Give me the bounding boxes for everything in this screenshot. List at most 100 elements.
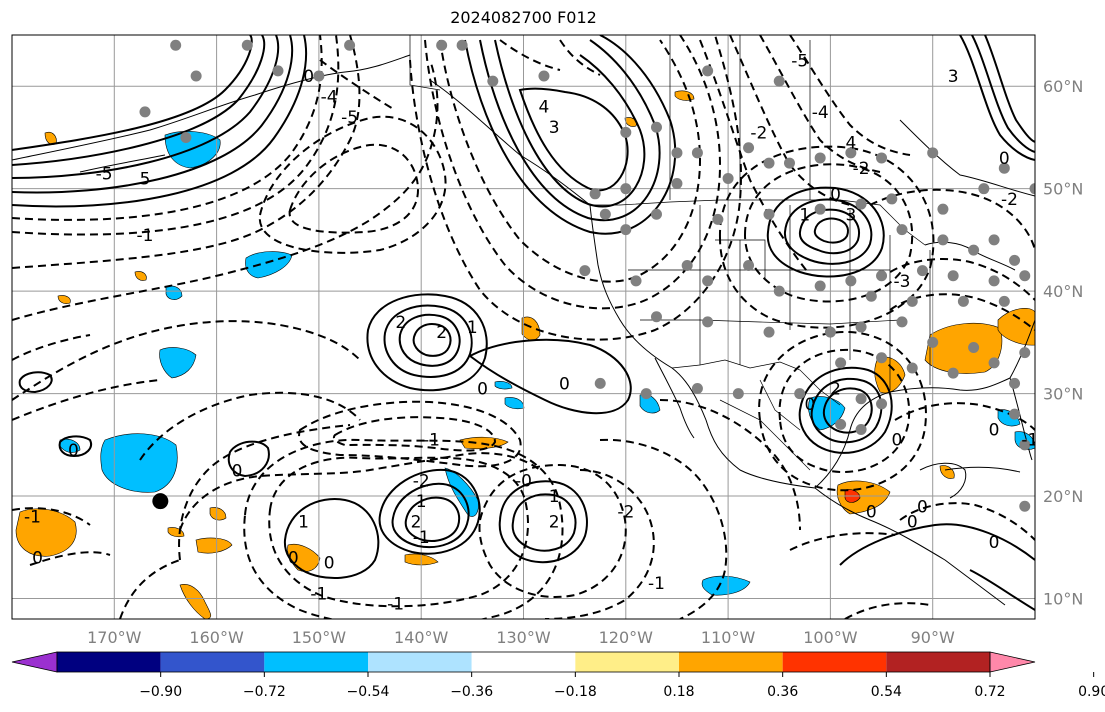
station-dot [671, 178, 683, 190]
contour-label: -1 [1021, 431, 1038, 451]
station-dot [1019, 500, 1031, 512]
contour-label: 0 [32, 549, 43, 569]
station-dot [988, 357, 1000, 369]
contour-label: -4 [812, 103, 829, 123]
contour-label: 0 [232, 461, 243, 481]
colorbar-tick-label: −0.54 [347, 684, 390, 700]
station-dot [1019, 270, 1031, 282]
station-dot [594, 377, 606, 389]
station-dot [886, 193, 898, 205]
station-dot [691, 147, 703, 159]
station-markers [139, 39, 1035, 512]
station-dot [937, 203, 949, 215]
contour-label: 1 [549, 487, 560, 507]
contour-label: 0 [303, 67, 314, 87]
contour-line [869, 188, 1035, 251]
coastline-central-america [814, 487, 1006, 606]
longitude-label: 110°W [701, 628, 756, 647]
contour-line [766, 186, 885, 278]
station-dot [978, 183, 990, 195]
contour-label: -3 [894, 272, 911, 292]
border-mexico-state [759, 379, 801, 431]
contour-line [332, 416, 497, 452]
contour-line [969, 569, 1035, 611]
contour-label: 5 [140, 169, 151, 189]
border-us-mexico [671, 359, 841, 406]
station-dot [763, 157, 775, 169]
contour-line [479, 39, 661, 221]
shade-orange [521, 316, 541, 341]
station-dot [640, 388, 652, 400]
station-dot [937, 234, 949, 246]
contour-label: 1 [298, 513, 309, 533]
shade-blue [59, 438, 81, 453]
contour-line [12, 59, 439, 321]
contour-line [424, 35, 722, 310]
station-dot [702, 275, 714, 287]
station-dot [1009, 408, 1021, 420]
contour-label: 0 [917, 497, 928, 517]
contour-label: 3 [549, 118, 560, 138]
contour-line [759, 35, 881, 173]
border-state [715, 239, 766, 280]
station-dot [824, 326, 836, 338]
contour-line [12, 35, 266, 166]
contour-label: 0 [989, 420, 1000, 440]
contour-line [29, 551, 111, 566]
contour-line [12, 35, 308, 208]
contour-label: 0 [989, 533, 1000, 553]
contour-label: 0 [559, 374, 570, 394]
contour-line [469, 338, 632, 415]
station-dot [620, 224, 632, 236]
border-mexico-state [719, 399, 811, 471]
contour-line [494, 39, 646, 208]
border-canada-us [590, 199, 926, 246]
longitude-label: 120°W [599, 628, 654, 647]
contour-line [879, 258, 1035, 301]
shade-blue [159, 347, 197, 379]
contour-label: -5 [96, 164, 113, 184]
contour-line [404, 496, 460, 542]
station-dot [671, 147, 683, 159]
station-dot [630, 275, 642, 287]
station-dot [896, 224, 908, 236]
contour-label: 2 [830, 379, 841, 399]
contour-line [378, 468, 481, 555]
colorbar-segment [782, 652, 887, 672]
station-dot [865, 290, 877, 302]
station-dot [814, 152, 826, 164]
contour-line [139, 391, 361, 461]
station-dot [773, 75, 785, 87]
colorbar-segment [575, 652, 679, 672]
contour-label: -1 [387, 595, 404, 615]
coastline-aleutian [79, 154, 166, 173]
contour-line [783, 198, 873, 265]
colorbar-tick-label: −0.36 [450, 684, 493, 700]
contour-label: -1 [137, 226, 154, 246]
longitude-label: 170°W [87, 628, 142, 647]
station-dot [272, 65, 284, 77]
station-dot [1009, 254, 1021, 266]
station-dot [1019, 347, 1031, 359]
contour-line [383, 304, 473, 378]
contour-line [839, 523, 1035, 566]
border-state [640, 319, 901, 325]
shade-orange [134, 271, 147, 281]
shade-blue [997, 409, 1021, 427]
station-dot [947, 367, 959, 379]
station-dot [876, 270, 888, 282]
contour-label: -2 [853, 159, 870, 179]
station-dot [906, 295, 918, 307]
colorbar-tick-label: 0.90 [1078, 684, 1105, 700]
location-marker [152, 493, 169, 510]
contour-line [699, 39, 811, 276]
contour-line [499, 39, 561, 71]
colorbar-outline [56, 651, 991, 673]
station-dot [241, 39, 253, 51]
station-dot [180, 131, 192, 143]
station-dot [988, 275, 1000, 287]
colorbar-tick-label: −0.90 [139, 684, 182, 700]
station-dot [313, 70, 325, 82]
latitude-label: 40°N [1043, 282, 1083, 301]
station-dot [835, 357, 847, 369]
